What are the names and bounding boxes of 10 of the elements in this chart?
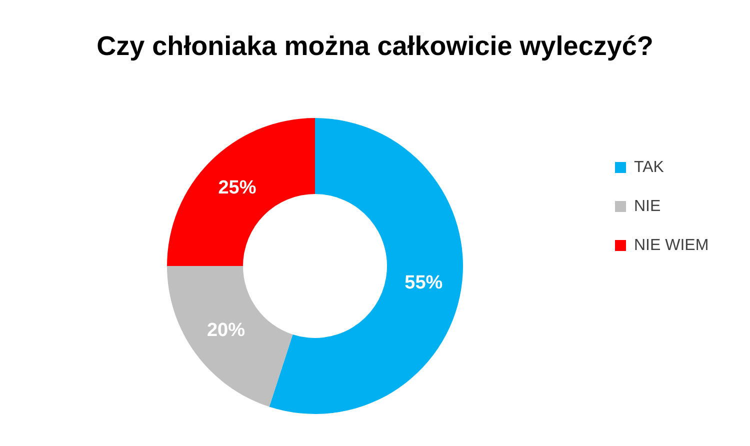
donut-slice [269,118,463,414]
data-label: 25% [218,178,256,199]
chart-title: Czy chłoniaka można całkowicie wyleczyć? [96,30,654,63]
legend-label: NIE WIEM [634,236,709,254]
data-label: 55% [404,272,443,294]
data-label: 20% [206,320,246,342]
legend-label: NIE [634,198,661,216]
legend-label: TAK [634,158,664,176]
donut-slice [167,118,315,266]
donut-slice [167,266,293,407]
